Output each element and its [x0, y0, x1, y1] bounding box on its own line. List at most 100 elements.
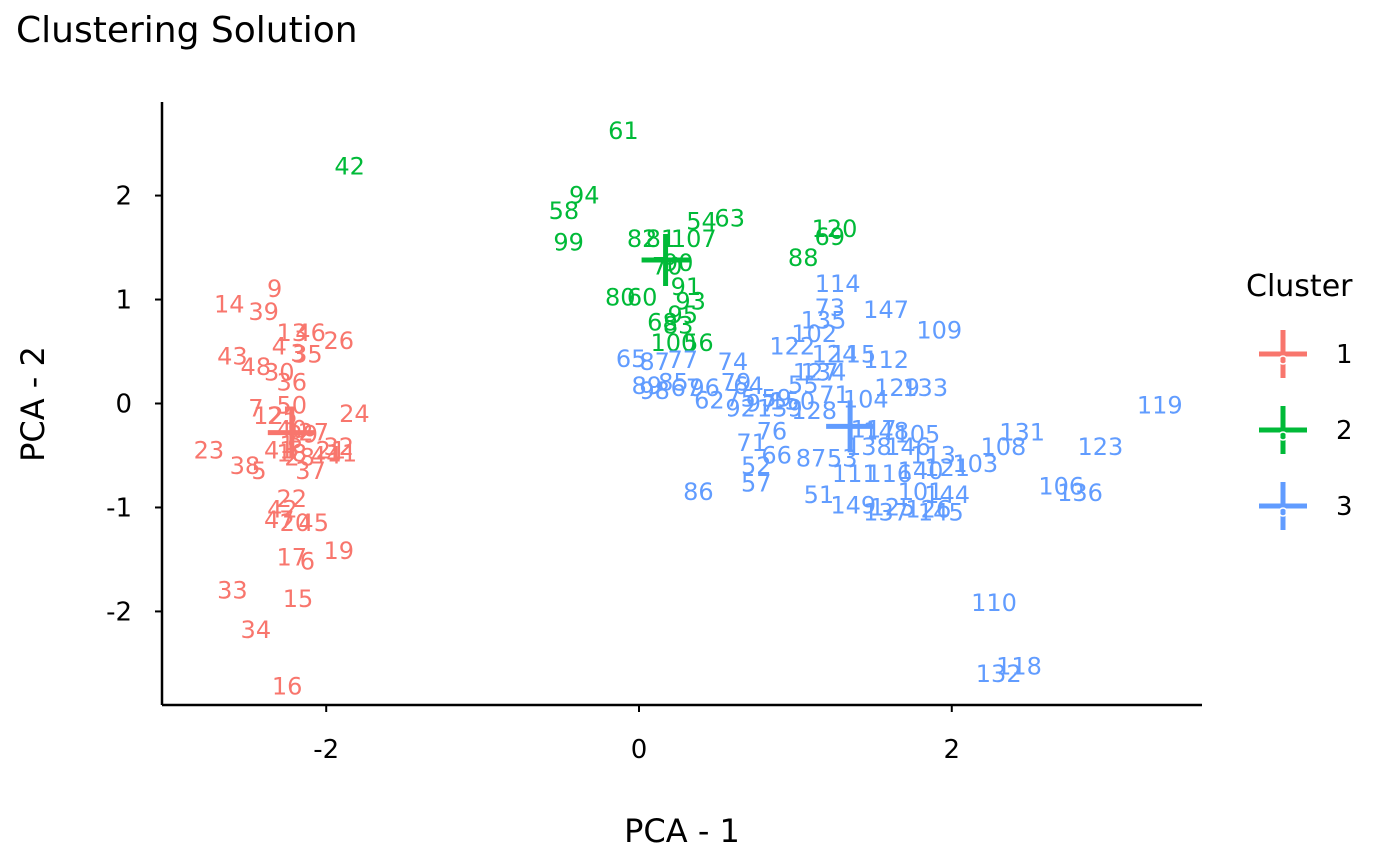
point-label: 113: [910, 441, 956, 469]
point-label: 121: [924, 454, 970, 482]
point-label: 71: [736, 429, 767, 457]
point-label: 146: [885, 433, 931, 461]
point-label: 39: [248, 298, 279, 326]
point-label: 132: [976, 660, 1022, 688]
legend-label: 1: [1336, 340, 1353, 370]
point-label: 109: [916, 317, 962, 345]
point-label: 127: [793, 358, 839, 386]
point-label: 76: [757, 418, 788, 446]
point-label: 35: [292, 341, 323, 369]
point-label: 99: [553, 228, 584, 256]
point-label: 89: [632, 372, 663, 400]
x-axis-title: PCA - 1: [624, 812, 740, 850]
point-label: 133: [902, 374, 948, 402]
point-label: 136: [1057, 479, 1103, 507]
point-label: 59: [761, 384, 792, 412]
point-label: 105: [894, 421, 940, 449]
point-label: 21: [316, 436, 347, 464]
point-label: 111: [832, 460, 878, 488]
point-label: 120: [812, 215, 858, 243]
point-label: 11: [327, 439, 358, 467]
point-label: 13: [277, 319, 308, 347]
point-label: 75: [725, 384, 756, 412]
point-label: 58: [549, 197, 580, 225]
point-label: 144: [924, 481, 970, 509]
x-tick-label: 2: [944, 735, 961, 765]
point-label: 47: [264, 506, 295, 534]
point-label: 9: [267, 275, 282, 303]
point-label: 34: [241, 616, 272, 644]
point-label: 63: [714, 204, 745, 232]
point-label: 77: [668, 346, 699, 374]
point-label: 19: [323, 537, 354, 565]
point-label: 80: [605, 283, 636, 311]
point-label: 46: [295, 319, 326, 347]
point-label: 38: [230, 452, 261, 480]
point-labels: 9143913462643534348303675012252440292781…: [194, 117, 1183, 700]
chart-title: Clustering Solution: [16, 10, 358, 51]
legend-entry: 2: [1259, 406, 1353, 454]
point-label: 88: [788, 244, 819, 272]
legend-key-icon: [1259, 406, 1307, 454]
point-label: 87: [796, 445, 827, 473]
legend-label: 2: [1336, 416, 1353, 446]
point-label: 32: [323, 433, 354, 461]
point-label: 55: [788, 371, 819, 399]
centroid-markers: [267, 234, 875, 459]
point-label: 148: [863, 418, 909, 446]
point-label: 22: [277, 485, 308, 513]
point-label: 16: [272, 672, 303, 700]
legend-entries: 1 2 3: [1259, 330, 1353, 530]
point-label: 83: [663, 312, 694, 340]
point-label: 71: [819, 381, 850, 409]
point-label: 147: [863, 296, 909, 324]
point-label: 24: [339, 400, 370, 428]
point-label: 95: [668, 301, 699, 329]
point-label: 57: [741, 470, 772, 498]
point-label: 51: [804, 481, 835, 509]
x-tick-label: 0: [631, 735, 648, 765]
point-label: 42: [267, 496, 298, 524]
point-label: 101: [898, 478, 944, 506]
point-label: 118: [996, 653, 1042, 681]
legend-key-icon: [1259, 482, 1307, 530]
point-label: 126: [905, 496, 951, 524]
y-tick-label: 0: [115, 390, 132, 420]
point-label: 139: [757, 395, 803, 423]
point-label: 45: [298, 509, 329, 537]
y-axis-title: PCA - 2: [14, 346, 52, 462]
y-tick-label: -2: [106, 597, 132, 627]
point-label: 7: [248, 395, 263, 423]
point-label: 62: [694, 386, 725, 414]
point-label: 79: [721, 369, 752, 397]
point-label: 64: [733, 372, 764, 400]
point-label: 43: [217, 343, 248, 371]
point-label: 110: [971, 589, 1017, 617]
y-tick-label: 1: [115, 286, 132, 316]
point-label: 82: [627, 225, 658, 253]
point-label: 44: [311, 441, 342, 469]
point-label: 61: [608, 117, 639, 145]
point-label: 81: [646, 225, 677, 253]
point-label: 65: [616, 345, 647, 373]
point-label: 37: [295, 457, 326, 485]
centroid-marker: [826, 400, 875, 453]
point-label: 102: [791, 320, 837, 348]
point-label: 14: [214, 291, 245, 319]
point-label: 23: [194, 436, 225, 464]
point-label: 87: [639, 348, 670, 376]
point-label: 98: [639, 377, 670, 405]
point-label: 107: [671, 225, 717, 253]
point-label: 15: [283, 585, 314, 613]
point-label: 100: [650, 329, 696, 357]
point-label: 6: [300, 548, 315, 576]
point-label: 96: [689, 374, 720, 402]
point-label: 94: [569, 182, 600, 210]
point-label: 69: [815, 223, 846, 251]
point-label: 73: [815, 294, 846, 322]
legend-label: 3: [1336, 492, 1353, 522]
y-ticks: -2 -1 0 1 2: [106, 182, 162, 627]
legend-entry: 3: [1259, 482, 1353, 530]
point-label: 12: [253, 402, 284, 430]
